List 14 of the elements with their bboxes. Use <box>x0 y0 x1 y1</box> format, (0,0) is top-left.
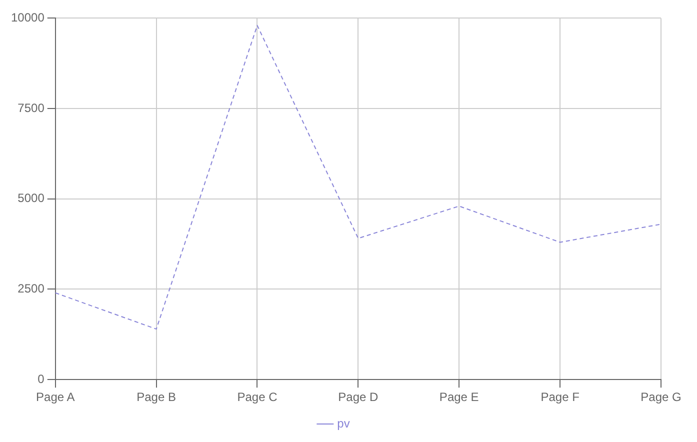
x-tick-label: Page A <box>36 390 75 404</box>
x-tick-label: Page D <box>338 390 379 404</box>
x-tick-label: Page C <box>237 390 278 404</box>
x-tick-label: Page G <box>640 390 682 404</box>
y-tick-label: 2500 <box>18 282 45 296</box>
y-tick-label: 0 <box>38 372 45 386</box>
x-tick-label: Page E <box>439 390 479 404</box>
line-series <box>54 24 662 330</box>
x-tick-label: Page B <box>136 390 176 404</box>
legend-label: pv <box>337 416 350 430</box>
y-tick-label: 5000 <box>18 191 45 206</box>
x-tick-label: Page F <box>540 390 580 404</box>
y-tick-label: 7500 <box>18 100 45 115</box>
y-tick-label: 10000 <box>10 10 45 25</box>
